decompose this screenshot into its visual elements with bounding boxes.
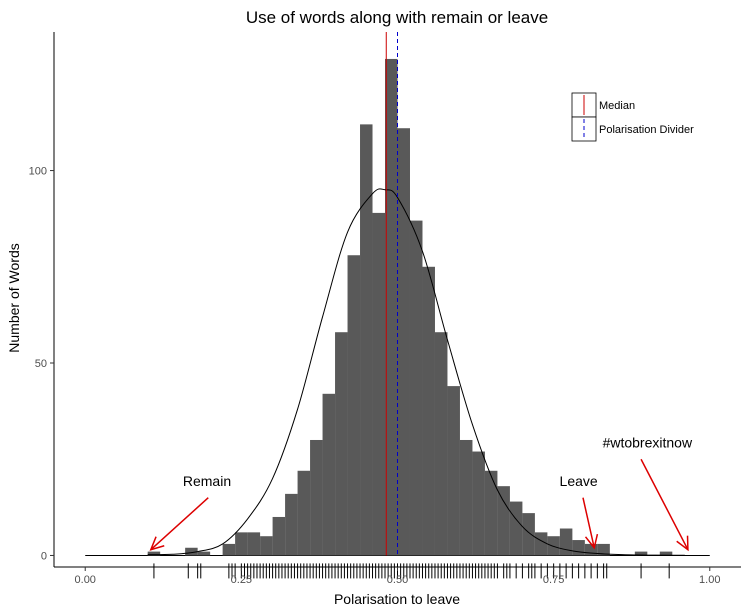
histogram-bar: [522, 513, 535, 556]
histogram-bar: [584, 543, 598, 556]
histogram-bar: [547, 536, 560, 556]
y-axis-title: Number of Words: [6, 243, 22, 352]
x-tick-label: 1.00: [699, 574, 720, 586]
histogram-bar: [472, 451, 485, 556]
histogram-bar: [322, 393, 336, 556]
histogram-bar: [559, 528, 573, 556]
x-tick-label: 0.75: [543, 574, 564, 586]
histogram-bar: [285, 493, 298, 556]
histogram-bar: [634, 551, 648, 556]
chart-title: Use of words along with remain or leave: [246, 8, 548, 27]
histogram-bar: [447, 386, 460, 556]
histogram-bar: [484, 470, 498, 556]
annotation-arrowhead: [676, 535, 689, 552]
y-tick-label: 0: [41, 550, 47, 562]
annotation-arrow: [582, 497, 595, 548]
histogram-bar: [509, 501, 523, 556]
histogram-bar: [497, 486, 510, 556]
histogram-bar: [409, 220, 423, 556]
histogram-bar: [534, 532, 548, 556]
histogram-bar: [659, 551, 673, 556]
annotation-arrowhead: [584, 533, 599, 550]
histogram-bar: [247, 532, 261, 556]
histogram-bar: [459, 439, 473, 556]
x-tick-label: 0.50: [387, 574, 408, 586]
histogram-bar: [235, 532, 248, 556]
histogram-bar: [385, 58, 398, 556]
histogram-bar: [260, 536, 273, 556]
annotation-label: #wtobrexitnow: [603, 435, 693, 451]
histogram-bar: [597, 543, 610, 556]
histogram-bar: [434, 332, 448, 556]
legend-label-divider: Polarisation Divider: [599, 124, 694, 136]
legend: Median Polarisation Divider: [571, 92, 694, 142]
histogram-bar: [147, 551, 161, 556]
histogram-bar: [272, 516, 286, 556]
y-tick-label: 100: [29, 166, 47, 178]
histogram-bar: [360, 124, 373, 556]
annotation-arrowhead: [149, 536, 165, 551]
histogram-bar: [335, 332, 348, 556]
annotation-arrow: [640, 458, 689, 551]
y-tick-label: 50: [35, 358, 47, 370]
histogram-bar: [347, 255, 361, 556]
histogram-bar: [197, 551, 211, 556]
annotation-arrow: [150, 497, 209, 551]
density-curve: [147, 188, 685, 556]
histogram-bar: [572, 540, 585, 556]
annotation-label: Remain: [183, 473, 231, 489]
histogram-bar: [422, 266, 435, 556]
histogram-bar: [372, 212, 386, 556]
histogram-bar: [397, 128, 410, 556]
histogram-bar: [297, 470, 311, 556]
histogram-bar: [310, 439, 323, 556]
legend-label-median: Median: [599, 100, 635, 112]
annotation-label: Leave: [560, 473, 598, 489]
x-tick-label: 0.25: [231, 574, 252, 586]
x-tick-label: 0.00: [75, 574, 96, 586]
histogram-bar: [222, 543, 236, 556]
x-axis-title: Polarisation to leave: [334, 591, 460, 607]
histogram-bar: [185, 547, 198, 556]
